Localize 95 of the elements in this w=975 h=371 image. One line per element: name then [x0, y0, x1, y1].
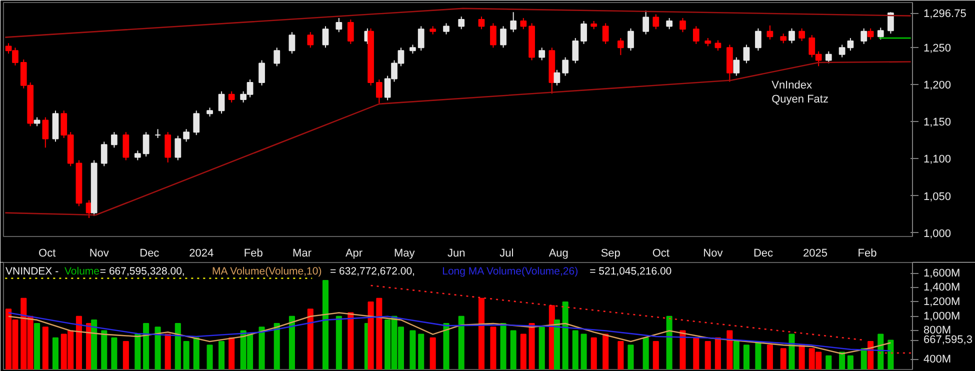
candlestick: [322, 26, 329, 48]
x-tick-label: Sep: [600, 248, 620, 260]
y-tick-label: 1,400M: [924, 282, 960, 294]
candlestick: [111, 132, 118, 148]
candlestick: [538, 47, 546, 61]
text: Volume: [64, 266, 100, 278]
y-tick-label: 1,296.75: [924, 8, 966, 20]
candlestick: [376, 79, 382, 104]
x-tick-label: Dec: [140, 248, 160, 260]
candlestick: [714, 40, 722, 52]
chart-title: VNINDEX -: [6, 266, 60, 278]
candlestick: [288, 32, 296, 54]
y-tick-label: 1,100: [924, 154, 952, 166]
candlestick: [458, 16, 465, 30]
candlestick: [743, 44, 750, 64]
y-tick-label: 1,600M: [924, 267, 960, 280]
candlestick: [733, 56, 740, 76]
candlestick: [780, 33, 787, 44]
y-tick-label: 1,000: [924, 228, 952, 240]
y-tick-label: 667,595,3: [924, 334, 972, 346]
y-tick-label: 1,150: [924, 116, 952, 129]
candlestick: [174, 135, 182, 161]
candlestick: [418, 26, 424, 52]
x-tick-label: Aug: [548, 248, 568, 260]
candlestick: [347, 19, 354, 44]
x-tick-label: Apr: [345, 248, 363, 260]
candlestick: [142, 132, 150, 158]
annotation: = 667,595,328.00,: [100, 266, 185, 278]
x-tick-label: Feb: [244, 248, 263, 260]
candlestick: [642, 10, 650, 35]
candlestick: [193, 110, 200, 136]
candlestick: [680, 18, 686, 33]
x-tick-label: Dec: [753, 248, 774, 260]
y-tick-label: 1,200: [924, 80, 952, 92]
candlestick: [798, 28, 805, 42]
x-tick-label: Nov: [703, 248, 724, 260]
candlestick: [274, 47, 280, 67]
y-tick-label: 1,050: [924, 190, 952, 203]
candlestick: [336, 18, 342, 33]
y-tick-label: 1,250: [924, 42, 952, 55]
candlestick: [478, 16, 485, 30]
candlestick: [666, 18, 672, 30]
candlestick: [122, 132, 130, 161]
x-tick-label: Oct: [38, 248, 56, 260]
x-tick-label: May: [394, 248, 416, 260]
candlestick: [183, 128, 190, 142]
x-tick-label: Oct: [652, 248, 670, 260]
candlestick: [490, 22, 496, 48]
candlestick: [788, 28, 795, 44]
candlestick: [838, 44, 846, 58]
candlestick: [258, 60, 265, 86]
x-tick-label: Feb: [858, 248, 877, 260]
y-tick-label: 1,000M: [924, 310, 960, 322]
candlestick: [510, 12, 517, 33]
candlestick: [860, 28, 868, 44]
candlestick: [877, 27, 884, 40]
candlestick: [692, 26, 700, 44]
x-tick-label: 2025: [802, 248, 828, 260]
candlestick: [766, 24, 774, 40]
candlestick: [867, 28, 874, 40]
line-series: [4, 61, 912, 216]
y-tick-label: 400M: [924, 353, 952, 366]
candlestick: [500, 26, 506, 48]
candlestick: [755, 28, 762, 52]
candlestick: [554, 69, 560, 86]
candlestick: [42, 116, 49, 148]
annotation: = 521,045,216.00: [590, 266, 672, 278]
y-tick-label: 1,200M: [924, 296, 960, 308]
candlestick: [580, 20, 587, 44]
x-tick-label: Jul: [500, 248, 514, 260]
candlestick: [443, 22, 450, 35]
candlestick: [562, 56, 569, 76]
candlestick: [572, 38, 579, 64]
candlestick: [228, 90, 235, 103]
candlestick: [628, 28, 634, 52]
annotation: Quyen Fatz: [772, 93, 828, 106]
candlestick: [652, 14, 660, 30]
annotation: = 632,772,672.00,: [330, 266, 415, 278]
candlestick: [520, 18, 527, 30]
candlestick: [847, 38, 854, 52]
candlestick: [134, 150, 141, 161]
candlestick: [164, 132, 172, 163]
candlestick: [888, 12, 894, 34]
x-tick-label: Mar: [292, 248, 312, 260]
candlestick: [617, 38, 624, 56]
x-tick-label: Jun: [447, 248, 466, 260]
candlestick: [100, 141, 108, 167]
annotation: VnIndex: [772, 79, 812, 92]
text: Long MA Volume(Volume,26): [442, 266, 578, 278]
text: MA Volume(Volume,10): [212, 266, 322, 278]
x-tick-label: 2024: [189, 248, 214, 260]
candlestick: [307, 32, 314, 48]
x-tick-label: Nov: [89, 248, 110, 260]
candlestick: [602, 22, 609, 44]
candlestick: [218, 90, 225, 114]
